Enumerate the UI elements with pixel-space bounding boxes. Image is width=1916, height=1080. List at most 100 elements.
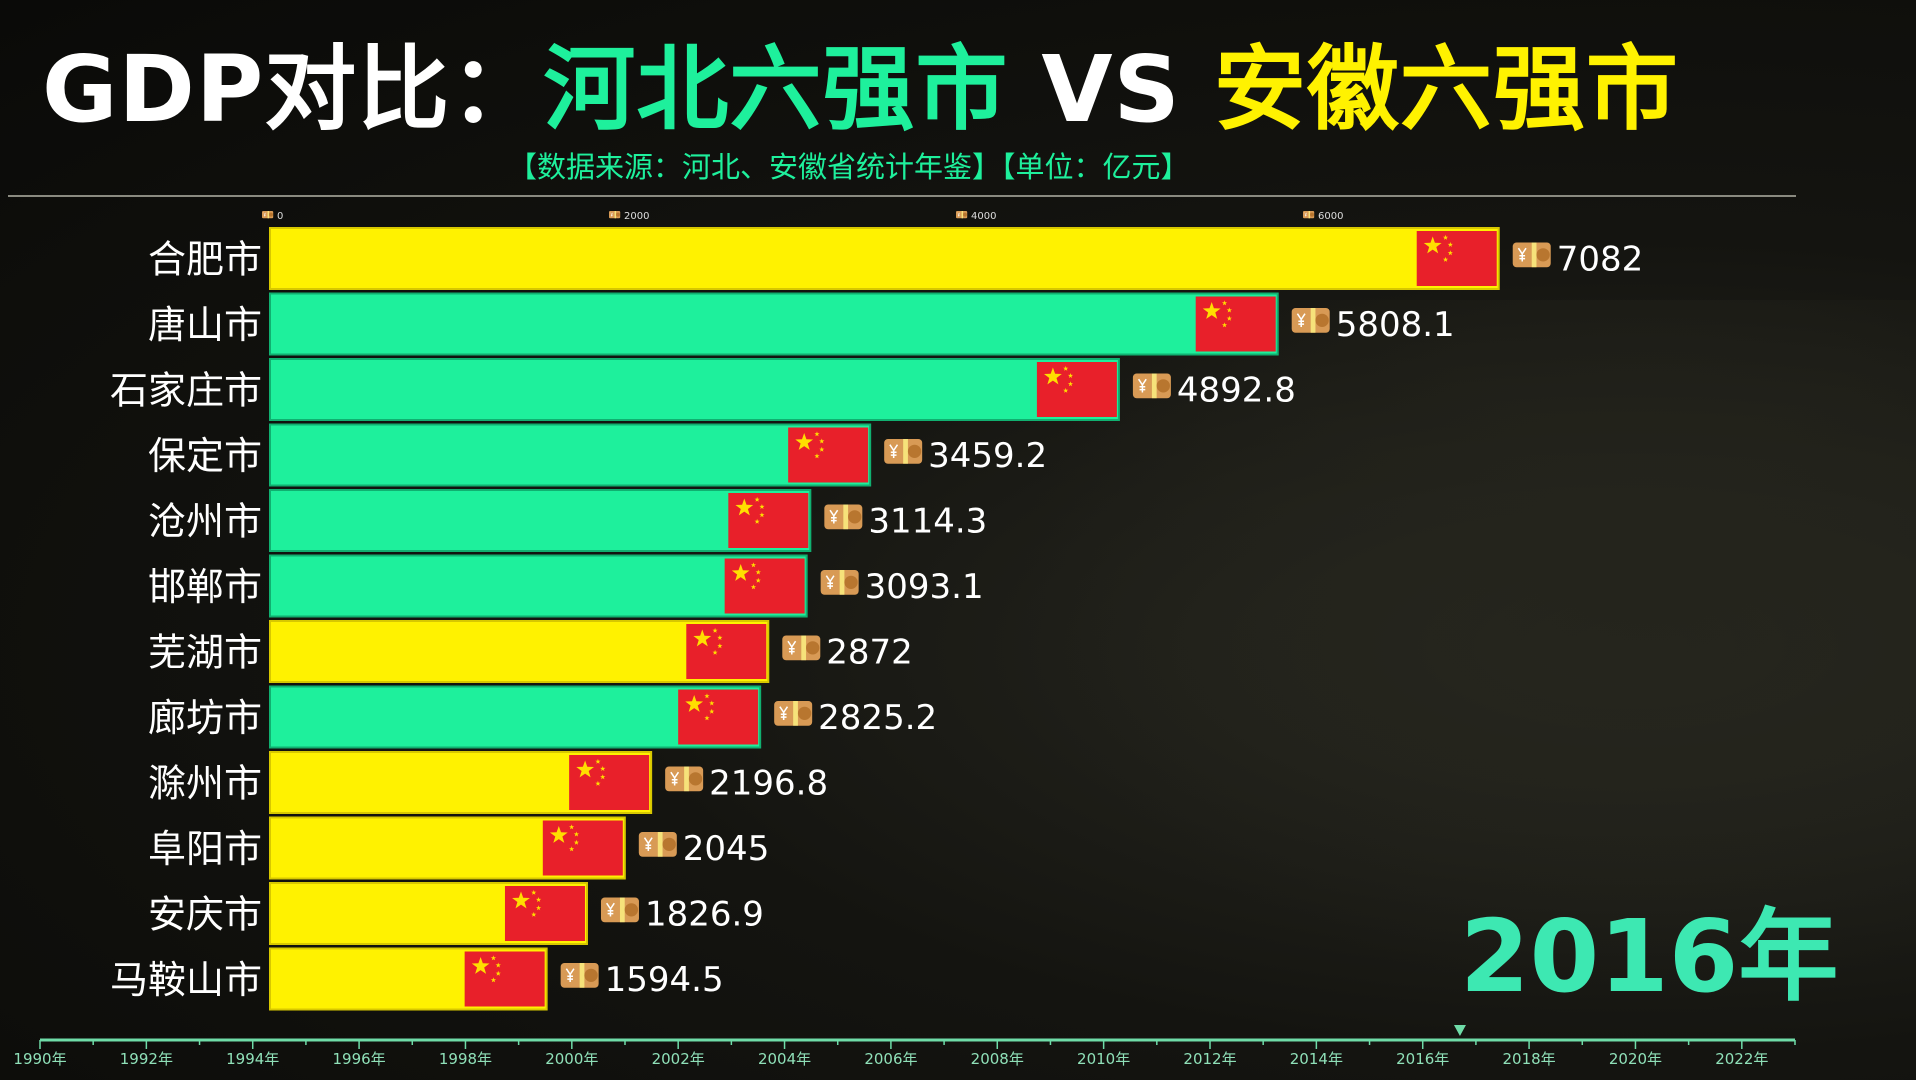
value-label: 3114.3	[868, 502, 987, 542]
category-label: 保定市	[148, 434, 262, 478]
china-flag-icon	[542, 820, 623, 876]
timeline-label: 1994年	[226, 1050, 279, 1068]
timeline-label: 2016年	[1396, 1050, 1449, 1068]
category-label: 安庆市	[148, 893, 262, 937]
timeline-label: 2006年	[864, 1050, 917, 1068]
yen-symbol-icon	[787, 640, 797, 655]
china-flag-icon	[1036, 362, 1117, 417]
value-label: 3093.1	[865, 567, 984, 607]
money-icon	[774, 701, 813, 726]
money-band	[1531, 242, 1537, 268]
china-flag-icon	[678, 689, 759, 745]
timeline-label: 1998年	[439, 1050, 492, 1068]
flag-star	[1221, 300, 1228, 306]
flag-star	[600, 766, 606, 771]
flag-star	[531, 889, 537, 895]
money-coin	[848, 510, 862, 524]
flag-field	[724, 558, 805, 614]
bar	[269, 358, 1120, 421]
current-year-label: 2016年	[1460, 898, 1839, 1015]
flag-star	[471, 957, 490, 974]
category-label: 阜阳市	[148, 827, 262, 871]
flag-star	[1423, 236, 1442, 254]
timeline-label: 2014年	[1290, 1050, 1343, 1068]
flag-star	[759, 504, 765, 509]
money-band	[267, 211, 269, 219]
money-coin	[1156, 379, 1170, 393]
axis-money-icon	[262, 211, 274, 219]
flag-field	[686, 624, 767, 679]
flag-star	[709, 700, 715, 706]
flag-star	[731, 564, 750, 581]
money-coin	[797, 706, 812, 720]
background-mountain	[1016, 300, 1916, 1000]
flag-star	[819, 438, 825, 444]
money-coin	[269, 212, 273, 217]
x-tick-label: 4000	[971, 211, 996, 222]
subtitle: 【数据来源：河北、安徽省统计年鉴】【单位：亿元】	[508, 150, 1190, 184]
value-label: 2825.2	[818, 698, 937, 738]
timeline-label: 2022年	[1715, 1050, 1768, 1068]
flag-star	[712, 627, 718, 633]
flag-star	[569, 824, 575, 830]
money-icon	[560, 963, 599, 988]
axis-money-icon	[1303, 211, 1315, 219]
flag-star	[1226, 315, 1232, 321]
money-icon	[665, 766, 704, 792]
flag-star	[1442, 256, 1449, 262]
flag-field	[788, 427, 869, 483]
timeline-label: 2020年	[1609, 1050, 1662, 1068]
flag-field	[504, 886, 585, 941]
flag-star	[1202, 302, 1221, 319]
money-icon	[782, 635, 821, 661]
category-label: 廊坊市	[148, 696, 262, 740]
flag-star	[814, 431, 820, 437]
china-flag-icon	[728, 493, 809, 548]
money-band	[1308, 211, 1310, 219]
timeline-label: 1996年	[332, 1050, 385, 1068]
money-coin	[616, 212, 620, 217]
value-label: 2045	[683, 829, 770, 869]
china-flag-icon	[1195, 296, 1276, 352]
flag-star	[1442, 234, 1449, 240]
value-label: 1594.5	[605, 960, 724, 1000]
flag-star	[755, 569, 761, 575]
money-band	[801, 635, 807, 661]
flag-star	[595, 758, 601, 764]
flag-field	[1036, 362, 1117, 417]
flag-star	[536, 897, 542, 902]
flag-star	[490, 955, 497, 961]
x-tick-label: 6000	[1318, 211, 1343, 222]
money-icon	[600, 897, 639, 923]
yen-symbol-icon	[606, 902, 615, 917]
value-label: 4892.8	[1177, 371, 1296, 411]
money-band	[1151, 373, 1157, 399]
flag-star	[569, 846, 575, 852]
flag-star	[1063, 387, 1069, 393]
axis-money-icon	[609, 211, 621, 219]
timeline-label: 2000年	[545, 1050, 598, 1068]
money-coin	[662, 837, 676, 851]
title-prefix: GDP对比：	[42, 36, 544, 143]
flag-star	[704, 693, 710, 699]
value-label: 7082	[1557, 240, 1644, 280]
x-tick-label: 2000	[624, 211, 649, 222]
flag-field	[678, 689, 759, 745]
page-title: GDP对比：河北六强市 VS 安徽六强市	[42, 42, 1679, 138]
flag-field	[569, 755, 650, 810]
flag-star	[717, 643, 723, 649]
flag-star	[495, 970, 501, 976]
bar	[269, 489, 812, 552]
yen-symbol-icon	[610, 212, 614, 217]
yen-symbol-icon	[779, 706, 789, 721]
flag-field	[542, 820, 623, 876]
money-coin	[1315, 313, 1329, 327]
flag-star	[685, 695, 704, 712]
flag-star	[754, 518, 760, 524]
bar	[269, 620, 770, 683]
category-label: 滁州市	[148, 762, 262, 806]
timeline-handle[interactable]	[1453, 1025, 1466, 1036]
yen-symbol-icon	[889, 444, 899, 459]
flag-star	[531, 911, 537, 917]
